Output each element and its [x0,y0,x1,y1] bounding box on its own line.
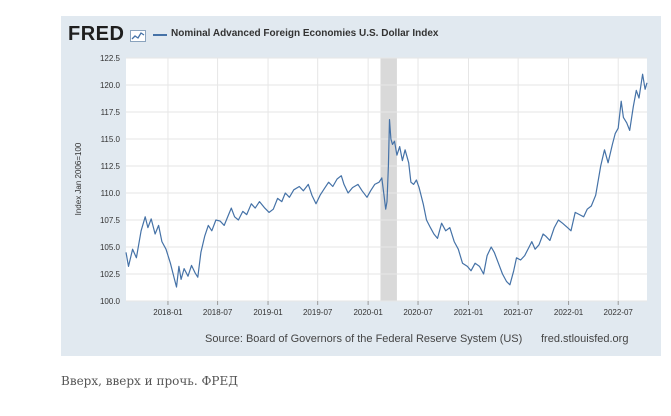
x-tick-label: 2022-01 [554,308,584,317]
y-tick-label: 120.0 [100,81,121,90]
series-line [125,73,648,288]
y-tick-label: 122.5 [100,54,121,63]
x-tick-label: 2019-07 [303,308,333,317]
x-tick-label: 2018-07 [203,308,233,317]
site-url[interactable]: fred.stlouisfed.org [541,333,629,345]
x-tick-label: 2018-01 [153,308,183,317]
chart-title: Nominal Advanced Foreign Economies U.S. … [171,28,439,39]
y-tick-label: 110.0 [101,189,121,198]
x-tick-label: 2021-07 [503,308,533,317]
y-tick-label: 112.5 [101,162,121,171]
caption: Вверх, вверх и прочь. ФРЕД [61,374,238,388]
x-tick-label: 2020-01 [353,308,383,317]
legend-line [153,34,167,36]
chart-line-icon [130,30,146,42]
y-tick-label: 105.0 [100,243,121,252]
y-tick-label: 115.0 [101,135,121,144]
y-tick-label: 117.5 [101,108,121,117]
recession-band [380,58,397,301]
source-note: Source: Board of Governors of the Federa… [205,333,523,345]
fred-logo: FRED [68,23,125,45]
x-tick-label: 2020-07 [403,308,433,317]
y-axis-label: Index Jan 2006=100 [74,142,83,215]
y-tick-label: 107.5 [100,216,121,225]
x-tick-label: 2019-01 [253,308,283,317]
y-tick-label: 102.5 [100,270,121,279]
x-tick-label: 2022-07 [604,308,634,317]
line-chart: 100.0 102.5 105.0 107.5 110.0 112.5 115.0 117.5… [74,54,648,317]
x-tick-label: 2021-01 [454,308,484,317]
y-tick-label: 100.0 [100,297,121,306]
